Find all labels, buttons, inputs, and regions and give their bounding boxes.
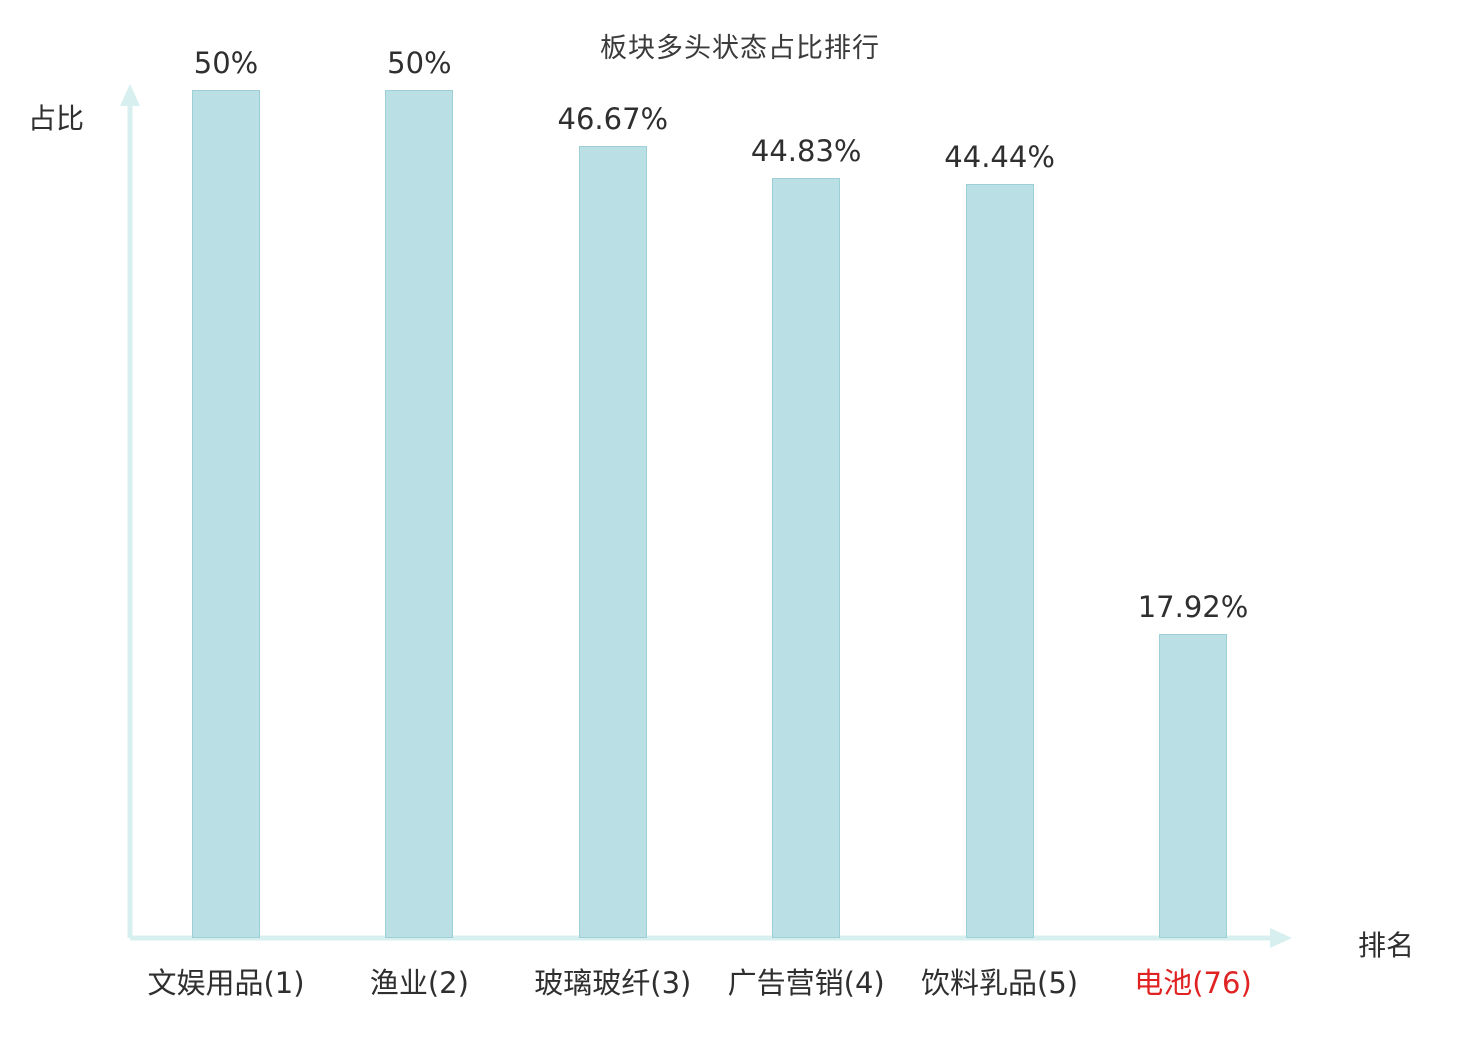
- y-axis-label: 占比: [28, 102, 85, 135]
- bar-value-label: 17.92%: [1137, 590, 1249, 625]
- bar: [578, 146, 647, 938]
- bar: [385, 90, 454, 938]
- chart-title: 板块多头状态占比排行: [600, 33, 880, 64]
- bar: [965, 184, 1034, 938]
- bar-value-label: 44.83%: [750, 133, 862, 168]
- bar-value-label: 44.44%: [944, 140, 1055, 175]
- bar-category-label: 渔业(2): [369, 966, 469, 1000]
- bar-category-label: 电池(76): [1134, 966, 1252, 1000]
- x-axis-label: 排名: [1358, 929, 1415, 962]
- bar-category-label: 玻璃玻纤(3): [534, 966, 692, 1000]
- bar: [1159, 634, 1227, 938]
- y-axis-arrow-icon: [120, 84, 140, 106]
- bar-category-label: 文娱用品(1): [147, 966, 305, 1000]
- bar: [192, 90, 260, 938]
- bar-value-label: 46.67%: [557, 102, 669, 137]
- bar-value-label: 50%: [193, 46, 259, 80]
- x-axis-arrow-icon: [1270, 928, 1292, 948]
- bar: [772, 177, 841, 938]
- bar-category-label: 饮料乳品(5): [921, 966, 1079, 1000]
- bar-value-label: 50%: [387, 46, 452, 80]
- bar-category-label: 广告营销(4): [727, 966, 885, 1000]
